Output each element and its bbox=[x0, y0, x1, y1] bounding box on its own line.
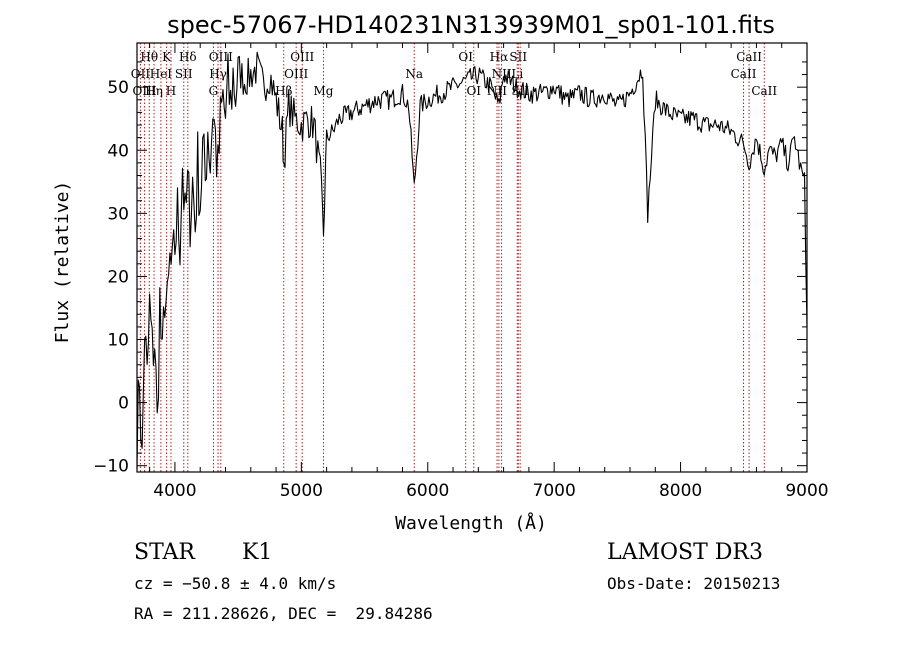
sky-coordinates: RA = 211.28626, DEC = 29.84286 bbox=[134, 604, 433, 623]
spectral-line-label: H bbox=[166, 84, 176, 98]
y-tick-label: −10 bbox=[93, 457, 129, 477]
y-tick-label: 10 bbox=[107, 331, 129, 351]
chart-title: spec-57067-HD140231N313939M01_sp01-101.f… bbox=[167, 11, 775, 39]
spectral-line-label: OIII bbox=[209, 50, 233, 64]
spectral-line-label: Hα bbox=[490, 50, 509, 64]
observation-date: Obs-Date: 20150213 bbox=[607, 574, 781, 593]
spectral-line-label: Mg bbox=[313, 84, 333, 98]
y-tick-label: 50 bbox=[107, 78, 129, 98]
spectrum-series-line bbox=[136, 51, 808, 469]
y-tick-label: 40 bbox=[107, 141, 129, 161]
spectral-line-label: Hη bbox=[145, 84, 163, 98]
x-tick-label: 8000 bbox=[659, 481, 702, 501]
survey-label: LAMOST DR3 bbox=[607, 540, 763, 565]
spectral-line-label: Li bbox=[511, 67, 523, 81]
spectral-line-label: CaII bbox=[751, 84, 777, 98]
spectral-line-label: SII bbox=[175, 67, 193, 81]
spectral-line-label: Hδ bbox=[179, 50, 197, 64]
spectral-line-label: G bbox=[209, 84, 219, 98]
spectral-line-label: CaII bbox=[736, 50, 762, 64]
x-tick-label: 4000 bbox=[153, 481, 196, 501]
spectral-line-label: Hθ bbox=[140, 50, 158, 64]
object-subclass: K1 bbox=[242, 540, 273, 565]
x-tick-label: 5000 bbox=[280, 481, 323, 501]
spectral-line-label: SII bbox=[509, 50, 527, 64]
object-type: STAR bbox=[134, 540, 195, 565]
x-axis-label: Wavelength (Å) bbox=[395, 512, 547, 534]
y-tick-label: 30 bbox=[107, 204, 129, 224]
spectral-line-label: HeI bbox=[150, 67, 173, 81]
x-tick-label: 7000 bbox=[533, 481, 576, 501]
x-tick-label: 6000 bbox=[406, 481, 449, 501]
spectral-line-label: OI bbox=[458, 50, 473, 64]
spectral-line-label: OII bbox=[131, 67, 151, 81]
plot-frame bbox=[136, 42, 808, 473]
spectral-line-label: K bbox=[162, 50, 172, 64]
y-tick-label: 0 bbox=[118, 394, 129, 414]
redshift-velocity: cz = −50.8 ± 4.0 km/s bbox=[134, 574, 337, 593]
spectral-line-label: OI bbox=[466, 84, 481, 98]
y-axis-label: Flux (relative) bbox=[52, 181, 73, 344]
spectral-line-label: CaII bbox=[731, 67, 757, 81]
spectral-line-label: OIII bbox=[284, 67, 308, 81]
spectral-line-label: Hβ bbox=[275, 84, 292, 98]
x-tick-label: 9000 bbox=[785, 481, 828, 501]
spectral-line-label: OIII bbox=[290, 50, 314, 64]
y-tick-label: 20 bbox=[107, 267, 129, 287]
spectral-line-label: Hγ bbox=[209, 67, 227, 81]
spectral-line-label: Na bbox=[405, 67, 423, 81]
